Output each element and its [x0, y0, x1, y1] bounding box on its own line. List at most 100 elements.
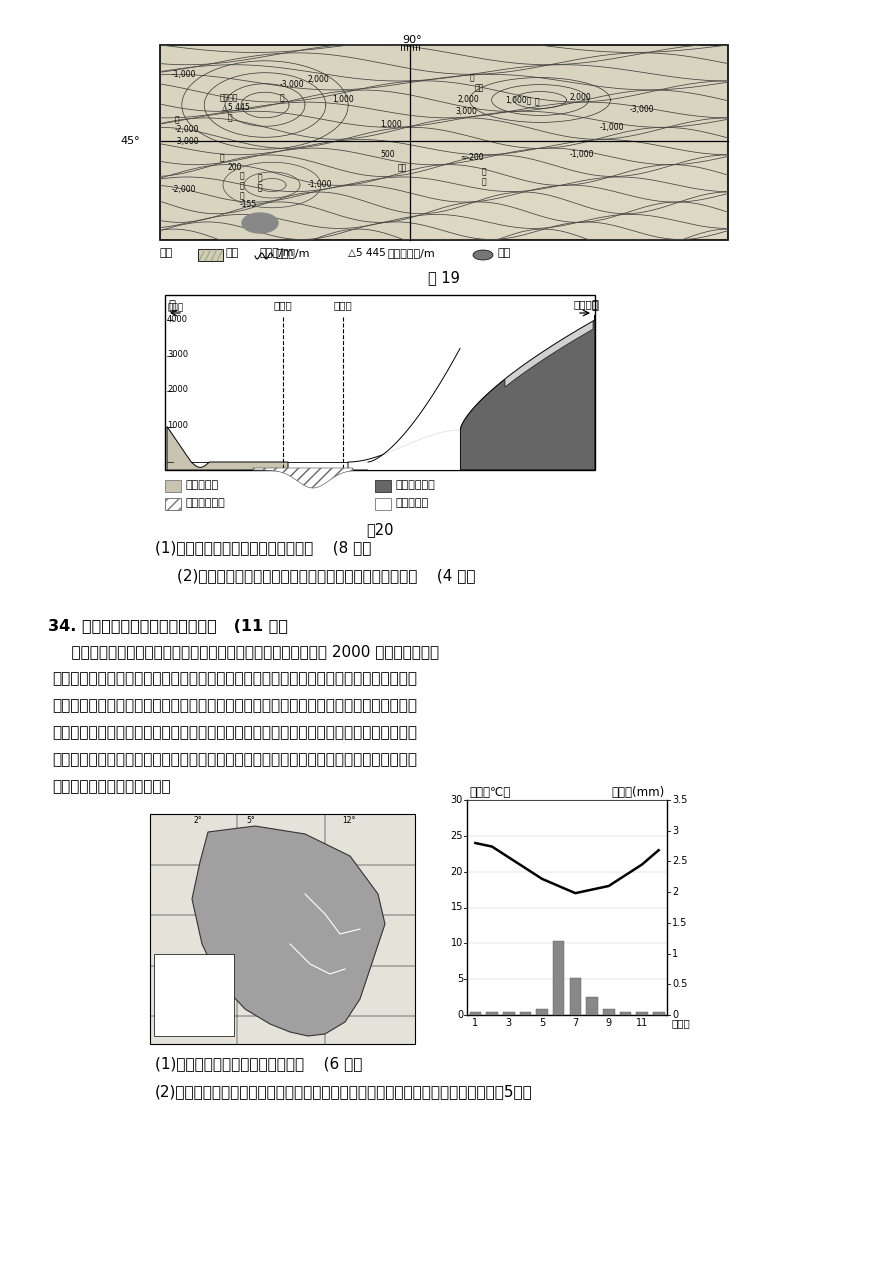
Text: 博格达峰: 博格达峰 [220, 93, 238, 102]
Text: 20: 20 [450, 867, 463, 877]
Text: 2°: 2° [194, 817, 202, 825]
Text: 艾丁朗: 艾丁朗 [274, 300, 293, 310]
Text: 降水量(mm): 降水量(mm) [612, 786, 665, 799]
Bar [486, 1012, 498, 1015]
Text: 南: 南 [168, 299, 175, 312]
Text: 山: 山 [228, 114, 233, 122]
Text: 9: 9 [606, 1018, 612, 1029]
Text: 湖泊: 湖泊 [497, 249, 510, 257]
Text: 图例: 图例 [160, 249, 173, 257]
Text: (2)市区与西部沿海沙漠近在咫尺，却见不到黄沙弥漫，分析城市空气清新的原因。（5分）: (2)市区与西部沿海沙漠近在咫尺，却见不到黄沙弥漫，分析城市空气清新的原因。（5… [155, 1084, 533, 1099]
Text: 博格达峰: 博格达峰 [573, 299, 598, 309]
Polygon shape [505, 321, 593, 387]
Text: 5°: 5° [246, 817, 255, 825]
Text: 新生代沉积物: 新生代沉积物 [185, 498, 225, 509]
Text: 国界线: 国界线 [158, 1027, 172, 1036]
Text: 海平面: 海平面 [158, 986, 172, 994]
Text: 山: 山 [470, 73, 475, 82]
Text: 城市: 城市 [158, 1002, 168, 1011]
Text: 45°: 45° [120, 135, 140, 145]
Text: 吐: 吐 [240, 170, 244, 180]
Text: 1,000山: 1,000山 [505, 95, 532, 103]
Text: 25: 25 [450, 830, 463, 840]
Text: -1,000: -1,000 [600, 122, 624, 133]
Text: 利马是世界上闻名的无雨城市，四季如春。它不像基多那样拥有 2000 米以上的海拔高: 利马是世界上闻名的无雨城市，四季如春。它不像基多那样拥有 2000 米以上的海拔… [52, 644, 439, 659]
Bar [375, 498, 391, 510]
Text: 北: 北 [220, 153, 225, 162]
Text: 11: 11 [636, 1018, 648, 1029]
Polygon shape [253, 468, 353, 488]
Text: 1: 1 [472, 1018, 478, 1029]
Bar [653, 1012, 665, 1015]
Text: 15: 15 [450, 902, 463, 912]
Bar [519, 1012, 531, 1015]
Text: -2,000: -2,000 [172, 186, 196, 194]
Text: 山峰及海拔/m: 山峰及海拔/m [388, 249, 436, 257]
Bar [165, 498, 181, 510]
Polygon shape [368, 348, 460, 469]
Text: 200: 200 [228, 163, 243, 172]
Polygon shape [460, 316, 595, 469]
Text: 1.5: 1.5 [672, 917, 688, 928]
Polygon shape [348, 430, 460, 469]
Text: 5: 5 [457, 974, 463, 984]
Text: 2000: 2000 [167, 385, 188, 395]
Polygon shape [167, 427, 288, 469]
Bar [165, 295, 595, 469]
Text: 0: 0 [167, 457, 172, 466]
Bar [536, 1008, 548, 1015]
Text: 地: 地 [258, 183, 262, 192]
Text: -3,000: -3,000 [630, 105, 655, 114]
Text: 3: 3 [506, 1018, 512, 1029]
Text: -155: -155 [240, 199, 257, 209]
Text: 地: 地 [482, 177, 487, 186]
Text: 古生代岩浆岩: 古生代岩浆岩 [395, 480, 434, 490]
Text: -1,000: -1,000 [172, 69, 196, 80]
Bar [503, 1012, 515, 1015]
Text: (2)分析火焰山对于我国陆地最低点在形成过程中的影响。    (4 分）: (2)分析火焰山对于我国陆地最低点在形成过程中的影响。 (4 分） [177, 568, 475, 583]
Text: 巴里: 巴里 [475, 83, 484, 92]
Text: -1,000: -1,000 [570, 150, 594, 159]
Text: 500: 500 [380, 150, 394, 159]
Text: 4000: 4000 [167, 314, 188, 323]
Bar [160, 45, 728, 240]
Text: 5: 5 [539, 1018, 545, 1029]
Text: 等高线/m: 等高线/m [276, 249, 310, 257]
Bar [410, 140, 726, 239]
Text: △5 445: △5 445 [222, 103, 250, 112]
Text: (1)解释利马气温年较差小的原因。    (6 分）: (1)解释利马气温年较差小的原因。 (6 分） [155, 1056, 362, 1071]
Text: 12°: 12° [342, 817, 355, 825]
Bar [469, 1012, 481, 1015]
Text: 1: 1 [672, 949, 678, 959]
Text: 等高线/m: 等高线/m [260, 247, 294, 257]
Text: 鲁: 鲁 [240, 180, 244, 191]
Bar [553, 941, 565, 1015]
Text: 4000米: 4000米 [158, 968, 182, 977]
Text: 10: 10 [450, 939, 463, 948]
Bar [154, 954, 234, 1036]
Text: 1,000: 1,000 [332, 95, 354, 103]
Text: -2,000: -2,000 [175, 125, 200, 134]
Text: 2,000: 2,000 [308, 74, 330, 85]
Text: 盆: 盆 [258, 173, 262, 182]
Text: 0.5: 0.5 [672, 979, 688, 989]
Text: 沙漠: 沙漠 [226, 249, 239, 257]
Bar [165, 480, 181, 492]
Text: 湖泊: 湖泊 [158, 1018, 168, 1029]
Bar [569, 978, 582, 1015]
Text: 图例: 图例 [157, 957, 167, 965]
Text: 1,000: 1,000 [380, 120, 401, 129]
Text: 盆: 盆 [482, 167, 487, 175]
Text: △5 445: △5 445 [348, 249, 385, 257]
Text: 右图是利马气候资料统计图。: 右图是利马气候资料统计图。 [52, 779, 170, 794]
Polygon shape [192, 827, 385, 1036]
Text: 图 19: 图 19 [428, 270, 460, 285]
Text: -3,000: -3,000 [280, 80, 305, 90]
Text: 2: 2 [672, 887, 678, 897]
Text: 河流: 河流 [158, 1011, 168, 1020]
Text: 度，而是位于沿海地区，海拔很低。房子大都建的很接、密。城里的大量居民住宅都是土坯: 度，而是位于沿海地区，海拔很低。房子大都建的很接、密。城里的大量居民住宅都是土坯 [52, 671, 417, 687]
Text: 哈口: 哈口 [398, 163, 408, 172]
Text: 首都: 首都 [158, 993, 168, 1002]
Text: （月）: （月） [672, 1018, 690, 1029]
Bar [636, 1012, 648, 1015]
